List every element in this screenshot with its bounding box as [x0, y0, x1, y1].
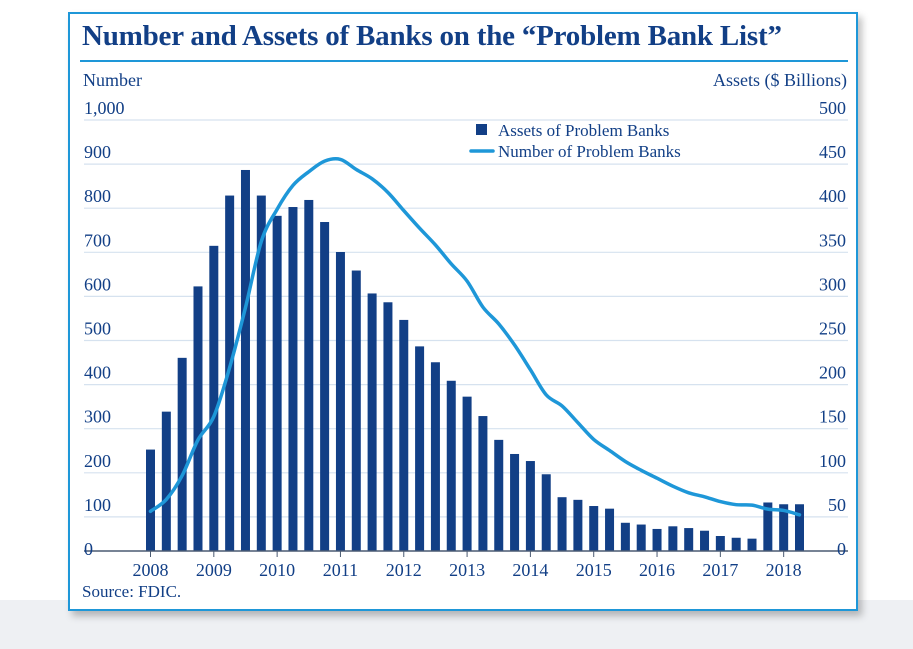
left-tick-label: 300 — [84, 407, 111, 427]
x-tick-label: 2012 — [386, 560, 422, 580]
left-tick-label: 600 — [84, 274, 111, 294]
right-axis-title: Assets ($ Billions) — [712, 70, 847, 90]
asset-bar — [510, 453, 520, 551]
legend: Assets of Problem Banks Number of Problem… — [469, 121, 681, 161]
x-tick-label: 2009 — [196, 560, 232, 580]
asset-bar — [557, 497, 567, 551]
x-axis-ticks: 2008 2009 2010 2011 2012 2013 2014 2015 2016 2017… — [133, 551, 802, 580]
asset-bar — [541, 474, 551, 551]
left-tick-label: 1,000 — [84, 98, 125, 118]
asset-bar — [652, 528, 662, 551]
asset-bar — [256, 195, 266, 551]
right-tick-label: 300 — [819, 274, 846, 294]
number-series-line — [148, 157, 802, 517]
asset-bar — [351, 270, 361, 551]
legend-bar-swatch — [476, 124, 487, 135]
asset-bar — [620, 522, 630, 551]
asset-bar — [589, 506, 599, 551]
title-rule — [80, 60, 848, 62]
left-tick-label: 400 — [84, 363, 111, 383]
right-tick-label: 500 — [819, 98, 846, 118]
asset-bars — [146, 169, 804, 552]
x-tick-label: 2008 — [133, 560, 169, 580]
left-axis-title: Number — [83, 70, 142, 90]
asset-bar — [161, 411, 171, 551]
asset-bar — [478, 416, 488, 551]
x-tick-label: 2013 — [449, 560, 485, 580]
asset-bar — [715, 536, 725, 551]
x-tick-label: 2015 — [576, 560, 612, 580]
left-tick-label: 500 — [84, 319, 111, 339]
asset-bar — [494, 439, 504, 551]
right-tick-label: 450 — [819, 142, 846, 162]
right-tick-label: 200 — [819, 363, 846, 383]
legend-label-number: Number of Problem Banks — [498, 142, 681, 161]
asset-bar — [795, 504, 804, 551]
asset-bar — [747, 538, 757, 551]
left-tick-label: 800 — [84, 186, 111, 206]
asset-bar — [763, 502, 773, 551]
asset-bar — [446, 380, 456, 551]
asset-bar — [605, 508, 615, 551]
right-tick-label: 150 — [819, 407, 846, 427]
asset-bar — [177, 357, 187, 551]
asset-bar — [304, 199, 314, 552]
asset-bar — [209, 245, 219, 551]
asset-bar — [430, 362, 440, 551]
asset-bar — [684, 528, 694, 551]
asset-bar — [146, 449, 155, 551]
asset-bar — [415, 346, 425, 551]
asset-bar — [367, 293, 377, 551]
source-note: Source: FDIC. — [82, 582, 182, 601]
chart-title: Number and Assets of Banks on the “Probl… — [82, 20, 782, 52]
left-tick-label: 0 — [84, 539, 93, 559]
right-axis-ticks: 0 50 100 150 200 250 300 350 400 450 500 — [819, 98, 846, 559]
right-tick-label: 250 — [819, 319, 846, 339]
right-tick-label: 100 — [819, 451, 846, 471]
asset-bar — [462, 396, 472, 551]
asset-bar — [335, 252, 345, 551]
right-tick-label: 400 — [819, 186, 846, 206]
asset-bar — [240, 169, 250, 551]
right-tick-label: 50 — [828, 495, 846, 515]
left-tick-label: 100 — [84, 495, 111, 515]
x-tick-label: 2018 — [766, 560, 802, 580]
left-tick-label: 700 — [84, 230, 111, 250]
asset-bar — [700, 530, 710, 551]
asset-bar — [193, 286, 203, 551]
asset-bar — [320, 222, 330, 551]
asset-bar — [731, 537, 741, 551]
x-tick-label: 2014 — [512, 560, 548, 580]
asset-bar — [668, 526, 678, 551]
x-tick-label: 2016 — [639, 560, 675, 580]
x-tick-label: 2011 — [323, 560, 358, 580]
asset-bar — [288, 207, 298, 551]
asset-bar — [399, 319, 409, 551]
left-axis-ticks: 0 100 200 300 400 500 600 700 800 900 1,000 — [84, 98, 125, 559]
right-tick-label: 350 — [819, 230, 846, 250]
x-tick-label: 2017 — [702, 560, 738, 580]
number-line — [148, 157, 802, 517]
asset-bar — [525, 461, 535, 551]
asset-bar — [636, 524, 646, 551]
left-tick-label: 200 — [84, 451, 111, 471]
asset-bar — [272, 215, 282, 551]
right-tick-label: 0 — [837, 539, 846, 559]
left-tick-label: 900 — [84, 142, 111, 162]
x-tick-label: 2010 — [259, 560, 295, 580]
asset-bar — [779, 504, 789, 551]
asset-bar — [573, 499, 583, 551]
asset-bar — [383, 302, 393, 551]
legend-label-assets: Assets of Problem Banks — [498, 121, 669, 140]
